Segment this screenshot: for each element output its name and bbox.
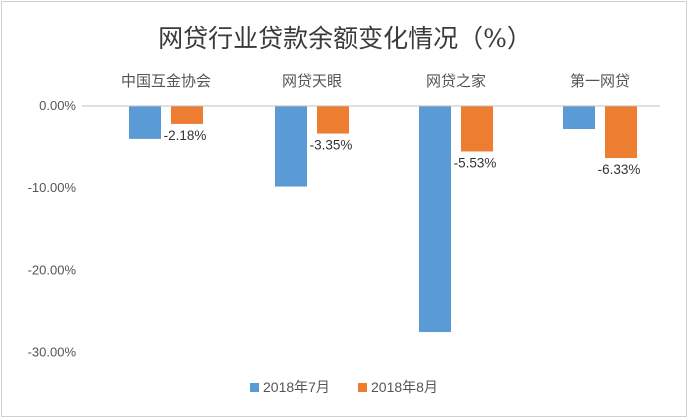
category-label: 第一网贷	[570, 72, 630, 90]
legend-swatch	[250, 383, 259, 392]
data-label: -5.53%	[454, 155, 497, 170]
bar-2018-07	[563, 106, 595, 130]
y-tick-label: -10.00%	[28, 180, 77, 195]
chart-title: 网贷行业贷款余额变化情况（%）	[158, 24, 532, 53]
bar-2018-08	[461, 106, 493, 152]
category-label: 中国互金协会	[121, 72, 211, 90]
plot-area: 0.00% -10.00% -20.00% -30.00% 中国互金协会 网贷天眼 网贷之家…	[28, 72, 660, 360]
legend-swatch	[358, 383, 367, 392]
bar-2018-07	[275, 106, 307, 187]
bar-2018-07	[129, 106, 161, 139]
legend: 2018年7月 2018年8月	[250, 379, 438, 395]
bar-2018-07	[419, 106, 451, 333]
y-tick-label: 0.00%	[39, 98, 76, 113]
data-label: -6.33%	[598, 162, 641, 177]
bar-2018-08	[171, 106, 203, 124]
category-label: 网贷天眼	[282, 72, 342, 90]
y-tick-label: -30.00%	[28, 345, 77, 360]
data-label: -2.18%	[164, 128, 207, 143]
bar-2018-08	[317, 106, 349, 134]
category-label: 网贷之家	[426, 72, 486, 90]
legend-label: 2018年7月	[263, 379, 330, 395]
legend-label: 2018年8月	[371, 379, 438, 395]
bar-2018-08	[605, 106, 637, 159]
data-label: -3.35%	[310, 138, 353, 153]
y-tick-label: -20.00%	[28, 262, 77, 277]
